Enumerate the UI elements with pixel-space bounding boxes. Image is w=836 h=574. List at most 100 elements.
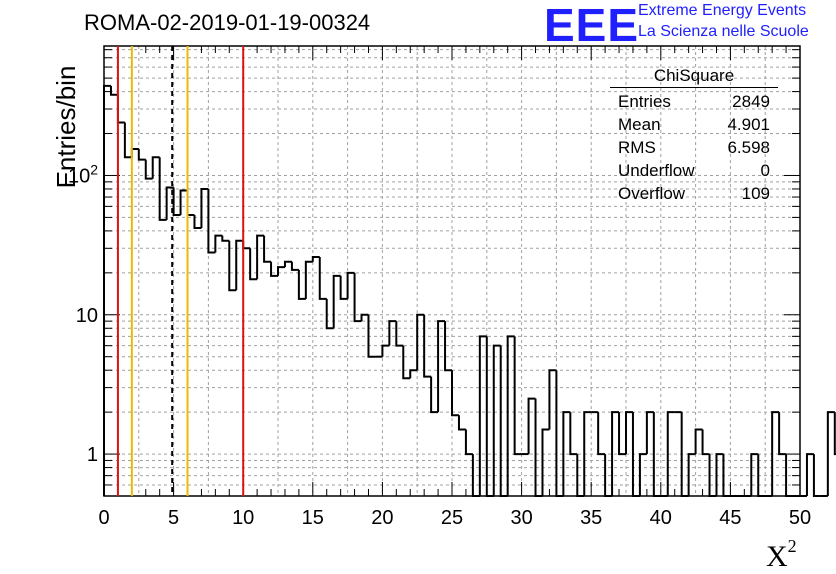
histogram-bin [506, 335, 515, 496]
histogram-bin [812, 454, 821, 497]
histogram-bin [263, 235, 272, 263]
x-tick-label: 0 [98, 507, 109, 529]
histogram-bin [353, 272, 362, 323]
histogram-bin [290, 261, 299, 271]
histogram-bin [576, 454, 585, 497]
histogram-bin [235, 239, 244, 291]
histogram-bin [228, 240, 237, 292]
histogram-bin [513, 336, 522, 456]
histogram-bin [757, 454, 766, 497]
stats-label: RMS [618, 138, 656, 157]
x-tick-label: 50 [789, 507, 811, 529]
stats-row-mean: Mean 4.901 [610, 113, 778, 136]
x-tick-label: 45 [719, 507, 741, 529]
y-axis-label: Entries/bin [51, 65, 81, 189]
histogram-bin [109, 85, 118, 96]
histogram-bin [618, 412, 626, 456]
histogram-bin [249, 248, 258, 281]
histogram-bin [471, 454, 480, 497]
histogram-bin [826, 411, 835, 496]
histogram-bin [409, 369, 418, 379]
histogram-bin [464, 429, 473, 456]
histogram-bin [130, 147, 139, 158]
histogram-bin [256, 234, 265, 280]
stats-row-rms: RMS 6.598 [610, 136, 778, 159]
histogram-bin [270, 261, 278, 277]
histogram-bin [687, 453, 696, 496]
histogram-bin [360, 313, 369, 322]
histogram-bin [186, 190, 195, 217]
histogram-bin [715, 453, 724, 496]
histogram-bin [694, 428, 703, 455]
histogram-bin [569, 412, 578, 456]
histogram-bin [680, 412, 689, 497]
histogram-bin [416, 313, 425, 371]
x-tick-label: 5 [168, 507, 179, 529]
histogram-bin [346, 271, 355, 299]
histogram-bin [172, 187, 181, 217]
histogram-bin [381, 344, 390, 357]
histogram-bin [548, 369, 557, 430]
histogram-bin [221, 235, 230, 242]
histogram-bin [137, 148, 146, 161]
stats-value: 6.598 [727, 138, 770, 157]
y-tick-label: 10 [76, 305, 98, 327]
histogram-bin [388, 320, 397, 346]
logo-caption-2: La Scienza nelle Scuole [638, 23, 809, 40]
y-tick-label: 1 [87, 444, 98, 466]
histogram-bin [492, 344, 501, 496]
x-axis-label: X2 [766, 536, 797, 573]
histogram-bin [402, 345, 411, 380]
histogram-bin [297, 269, 306, 300]
histogram-bin [722, 454, 731, 497]
histogram-bin [499, 345, 508, 497]
histogram-bin [485, 336, 494, 497]
eee-logo: EEE [544, 0, 640, 51]
histogram-bin [332, 274, 341, 329]
histogram-bin [597, 412, 606, 456]
histogram-bin [437, 320, 446, 413]
histogram-bin [214, 234, 223, 253]
histogram-bin [611, 411, 620, 496]
x-tick-label: 40 [650, 507, 672, 529]
stats-value: 2849 [732, 92, 770, 111]
histogram [103, 84, 836, 497]
histogram-bin [750, 453, 759, 496]
x-tick-label: 20 [371, 507, 393, 529]
stats-label: Mean [618, 115, 661, 134]
histogram-bin [457, 415, 466, 431]
chart-title: ROMA-02-2019-01-19-00324 [84, 10, 371, 35]
histogram-bin [778, 412, 787, 456]
histogram-bin [527, 397, 536, 455]
stats-row-entries: Entries 2849 [610, 90, 778, 113]
y-tick-label: 102 [68, 161, 98, 187]
stats-title: ChiSquare [610, 66, 778, 88]
histogram-bin [395, 321, 404, 347]
histogram-bin [625, 411, 633, 455]
histogram-bin [638, 453, 647, 496]
stats-row-overflow: Overflow 109 [610, 182, 778, 205]
stats-value: 4.901 [727, 115, 770, 134]
histogram-bin [423, 314, 432, 378]
histogram-bin [103, 84, 111, 496]
histogram-bin [283, 260, 292, 268]
histogram-bin [604, 454, 613, 497]
stats-label: Overflow [618, 184, 686, 203]
histogram-bin [451, 370, 459, 417]
histogram-bin [555, 370, 564, 497]
histogram-bin [534, 398, 543, 497]
histogram-bin [541, 428, 550, 496]
histogram-bin [123, 122, 132, 159]
histogram-bin [311, 255, 320, 262]
histogram-bin [165, 186, 174, 220]
histogram-bin [158, 157, 167, 221]
x-tick-label: 30 [510, 507, 532, 529]
histogram-bin [304, 260, 313, 299]
histogram-bin [478, 335, 487, 496]
histogram-bin [325, 298, 334, 330]
stats-box: ChiSquare Entries 2849 Mean 4.901 RMS 6.… [610, 66, 778, 205]
histogram-bin [645, 411, 654, 455]
stats-label: Entries [618, 92, 671, 111]
histogram-bin [200, 187, 209, 228]
histogram-bin [771, 411, 780, 496]
